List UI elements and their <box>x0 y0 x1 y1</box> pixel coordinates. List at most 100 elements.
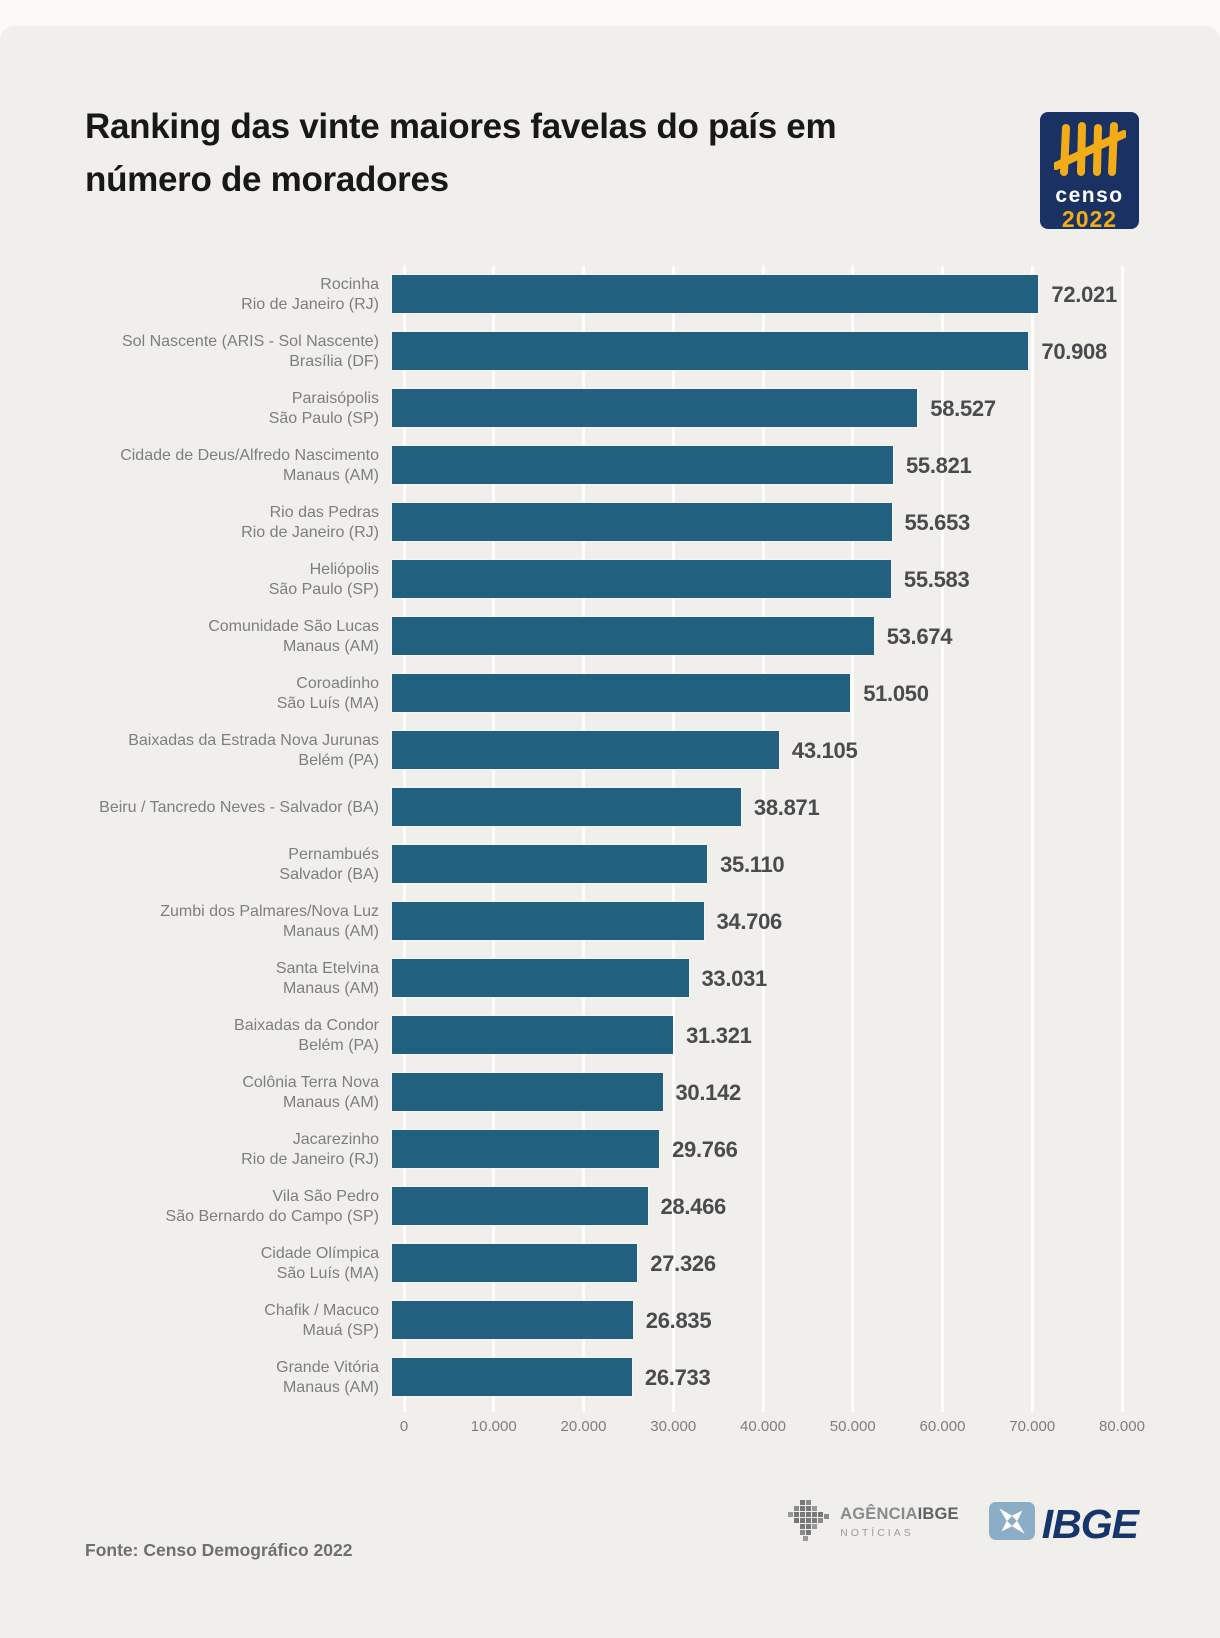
bar-track: 27.326 <box>392 1235 1128 1292</box>
bar-track: 29.766 <box>392 1121 1128 1178</box>
bar-label: Chafik / Macuco Mauá (SP) <box>85 1292 392 1349</box>
bar-track: 55.821 <box>392 437 1128 494</box>
bar-track: 31.321 <box>392 1007 1128 1064</box>
bar <box>392 332 1029 370</box>
bar <box>392 1073 663 1111</box>
bar-label: Rocinha Rio de Janeiro (RJ) <box>85 266 392 323</box>
ibge-compass-icon <box>988 1502 1035 1545</box>
favela-city: Manaus (AM) <box>282 1093 379 1111</box>
chart-row: Paraisópolis São Paulo (SP) 58.527 <box>85 380 1185 437</box>
bar-chart: Rocinha Rio de Janeiro (RJ) 72.021 Sol Nasc… <box>85 266 1185 1406</box>
bar-track: 34.706 <box>392 893 1128 950</box>
bar <box>392 560 891 598</box>
censo-2022-logo: censo 2022 <box>1040 112 1139 231</box>
bar-track: 35.110 <box>392 836 1128 893</box>
favela-name: Grande Vitória <box>276 1359 379 1376</box>
bar-value: 31.321 <box>686 1022 752 1048</box>
bar-label: Paraisópolis São Paulo (SP) <box>85 380 392 437</box>
agencia-ibge-noticias-logo: AGÊNCIAIBGE NOTÍCIAS <box>786 1500 959 1547</box>
bar <box>392 1358 632 1396</box>
favela-name: Coroadinho <box>296 675 379 692</box>
chart-row: Chafik / Macuco Mauá (SP) 26.835 <box>85 1292 1185 1349</box>
page-title-line2: número de moradores <box>85 160 449 199</box>
gridline <box>1030 266 1034 1412</box>
favela-city: São Paulo (SP) <box>268 409 379 427</box>
gridline <box>851 266 855 1412</box>
chart-row: Jacarezinho Rio de Janeiro (RJ) 29.766 <box>85 1121 1185 1178</box>
bar-label: Rio das Pedras Rio de Janeiro (RJ) <box>85 494 392 551</box>
bar <box>392 731 779 769</box>
favela-name: Cidade Olímpica <box>260 1245 379 1262</box>
favela-name: Pernambués <box>288 846 379 863</box>
bar <box>392 902 704 940</box>
chart-gridlines <box>402 266 1124 1412</box>
bar <box>392 1130 660 1168</box>
bar-track: 55.653 <box>392 494 1128 551</box>
x-tick-label: 80.000 <box>1099 1418 1145 1435</box>
bar-label: Coroadinho São Luís (MA) <box>85 665 392 722</box>
ibge-wordmark: IBGE <box>1041 1500 1139 1547</box>
gridline <box>402 266 406 1412</box>
chart-row: Cidade de Deus/Alfredo Nascimento Manaus … <box>85 437 1185 494</box>
favela-city: Manaus (AM) <box>282 637 379 655</box>
bar-track: 53.674 <box>392 608 1128 665</box>
favela-name: Sol Nascente (ARIS - Sol Nascente) <box>122 333 379 350</box>
chart-row: Cidade Olímpica São Luís (MA) 27.326 <box>85 1235 1185 1292</box>
bar <box>392 389 918 427</box>
favela-city: Brasília (DF) <box>289 352 379 370</box>
favela-name: Zumbi dos Palmares/Nova Luz <box>160 903 379 920</box>
favela-city: Rio de Janeiro (RJ) <box>241 295 379 313</box>
bar-value: 43.105 <box>791 737 858 763</box>
bar-track: 72.021 <box>392 266 1128 323</box>
bar-label: Heliópolis São Paulo (SP) <box>85 551 392 608</box>
bar <box>392 845 708 883</box>
favela-city: Belém (PA) <box>298 751 379 769</box>
bar-label: Colônia Terra Nova Manaus (AM) <box>85 1064 392 1121</box>
agencia-ibge-noticias-text: AGÊNCIAIBGE NOTÍCIAS <box>840 1505 959 1542</box>
bar <box>392 275 1039 313</box>
bar-label: Cidade Olímpica São Luís (MA) <box>85 1235 392 1292</box>
x-tick-label: 30.000 <box>650 1418 697 1435</box>
bar-label: Cidade de Deus/Alfredo Nascimento Manaus … <box>85 437 392 494</box>
bar-value: 29.766 <box>672 1136 738 1162</box>
bar-value: 38.871 <box>753 794 820 820</box>
bar-label: Santa Etelvina Manaus (AM) <box>85 950 392 1007</box>
favela-name: Baixadas da Estrada Nova Jurunas <box>128 732 379 749</box>
gridline <box>1120 266 1124 1412</box>
bar <box>392 788 741 826</box>
favela-name: Paraisópolis <box>291 390 379 407</box>
x-tick-label: 0 <box>399 1418 409 1435</box>
bar-track: 43.105 <box>392 722 1128 779</box>
bar-label: Grande Vitória Manaus (AM) <box>85 1349 392 1406</box>
bar <box>392 674 851 712</box>
bar-track: 70.908 <box>392 323 1128 380</box>
bar <box>392 1016 674 1054</box>
favela-city: Manaus (AM) <box>282 466 379 484</box>
favela-name: Santa Etelvina <box>275 960 379 977</box>
x-tick-label: 50.000 <box>829 1418 876 1435</box>
favela-city: Rio de Janeiro (RJ) <box>241 523 379 541</box>
page-title-line1: Ranking das vinte maiores favelas do paí… <box>85 107 837 146</box>
bar-label: Pernambués Salvador (BA) <box>85 836 392 893</box>
x-tick-label: 60.000 <box>919 1418 966 1435</box>
chart-row: Baixadas da Estrada Nova Jurunas Belém (P… <box>85 722 1185 779</box>
bar-track: 26.835 <box>392 1292 1128 1349</box>
favela-city: Manaus (AM) <box>282 979 379 997</box>
bar-value: 58.527 <box>930 395 996 421</box>
bar-value: 55.653 <box>904 509 971 535</box>
chart-row: Comunidade São Lucas Manaus (AM) 53.674 <box>85 608 1185 665</box>
favela-city: São Luís (MA) <box>276 1264 379 1282</box>
source-note: Fonte: Censo Demográfico 2022 <box>85 1540 353 1560</box>
bar-label: Jacarezinho Rio de Janeiro (RJ) <box>85 1121 392 1178</box>
bar-track: 28.466 <box>392 1178 1128 1235</box>
bar-track: 33.031 <box>392 950 1128 1007</box>
favela-city: Salvador (BA) <box>279 865 379 883</box>
chart-row: Sol Nascente (ARIS - Sol Nascente) Brasíl… <box>85 323 1185 380</box>
chart-row: Zumbi dos Palmares/Nova Luz Manaus (AM) 34… <box>85 893 1185 950</box>
x-tick-label: 40.000 <box>740 1418 786 1435</box>
gridline <box>582 266 585 1412</box>
noticias-word: NOTÍCIAS <box>840 1527 914 1539</box>
chart-row: Colônia Terra Nova Manaus (AM) 30.142 <box>85 1064 1185 1121</box>
chart-row: Santa Etelvina Manaus (AM) 33.031 <box>85 950 1185 1007</box>
